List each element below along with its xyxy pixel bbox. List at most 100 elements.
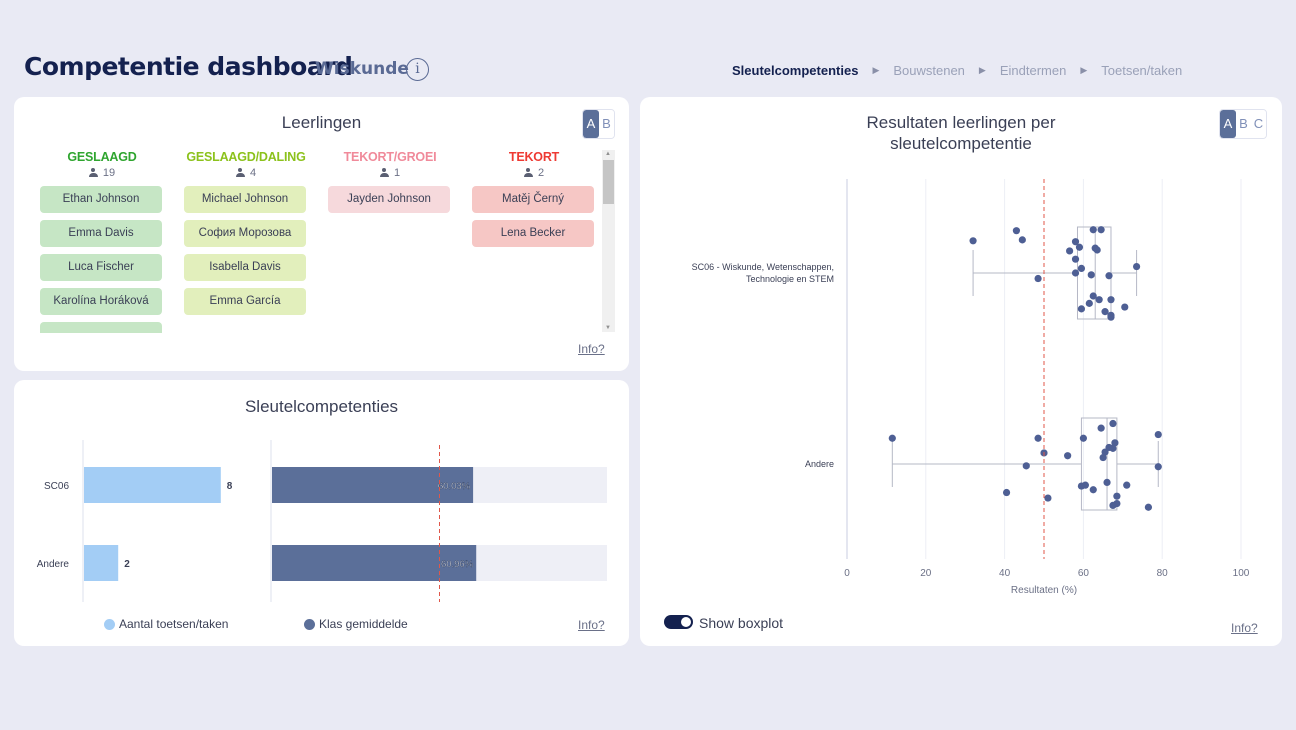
person-icon xyxy=(235,168,245,177)
student-pill[interactable]: Luca Fischer xyxy=(40,254,162,281)
status-column-heading: TEKORT xyxy=(508,150,560,164)
student-pill[interactable] xyxy=(40,322,162,333)
data-point xyxy=(1071,255,1080,263)
data-point xyxy=(1132,262,1141,271)
count-bar xyxy=(84,467,221,503)
data-point xyxy=(1077,305,1086,313)
data-point xyxy=(1034,274,1042,283)
view-option-b[interactable]: B xyxy=(599,110,614,138)
leerlingen-info-link[interactable]: Info? xyxy=(578,342,605,356)
data-point xyxy=(1105,272,1113,280)
student-pill[interactable]: Emma García xyxy=(184,288,306,315)
chevron-right-icon: ▶ xyxy=(1080,65,1088,75)
student-pill[interactable]: Matěj Černý xyxy=(472,186,594,213)
data-point xyxy=(1079,434,1087,442)
student-pill[interactable]: Lena Becker xyxy=(472,220,594,247)
group-label: SC06 - Wiskunde, Wetenschappen, xyxy=(692,262,834,272)
status-column: GESLAAGD 19 Ethan Johnson Emma Davis Luca Fi… xyxy=(40,150,164,333)
resultaten-title-line2: sleutelcompetentie xyxy=(890,134,1032,153)
legend-avg: Klas gemiddelde xyxy=(304,617,408,631)
data-point xyxy=(1087,271,1095,279)
resultaten-chart: 0 20 40 60 80 100 Resultaten (%) SC06 - Wiskund… xyxy=(692,179,1250,596)
crumb-sleutelcompetenties[interactable]: Sleutelcompetenties xyxy=(732,63,859,78)
count-bar-label: 2 xyxy=(124,559,130,570)
resultaten-info-link[interactable]: Info? xyxy=(1231,621,1258,635)
legend-avg-swatch xyxy=(304,618,315,630)
student-pill[interactable]: Ethan Johnson xyxy=(40,186,162,213)
breadcrumb: Sleutelcompetenties ▶ Bouwstenen ▶ Eindt… xyxy=(732,63,1182,78)
page-title: Competentie dashboard xyxy=(24,52,353,81)
data-point xyxy=(1099,453,1107,462)
chevron-right-icon: ▶ xyxy=(872,65,880,75)
data-point xyxy=(1064,452,1072,460)
data-point xyxy=(1093,246,1101,254)
resultaten-card: Resultaten leerlingen per sleutelcompete… xyxy=(640,97,1282,646)
person-icon xyxy=(379,168,389,177)
group-label: Andere xyxy=(805,459,834,469)
data-point xyxy=(1103,478,1111,486)
crumb-bouwstenen[interactable]: Bouwstenen xyxy=(893,63,965,78)
data-point xyxy=(1089,226,1097,234)
student-pill[interactable]: София Морозова xyxy=(184,220,306,247)
scroll-down-icon[interactable]: ▼ xyxy=(605,325,611,331)
data-point xyxy=(1075,243,1084,251)
scroll-up-icon[interactable]: ▲ xyxy=(605,151,611,157)
data-point xyxy=(1089,486,1097,494)
student-pill[interactable]: Jayden Johnson xyxy=(328,186,450,213)
data-point xyxy=(969,237,977,245)
data-point xyxy=(1121,303,1129,311)
data-point xyxy=(1095,296,1103,304)
data-point xyxy=(1123,481,1131,489)
chevron-right-icon: ▶ xyxy=(978,65,986,75)
leerlingen-view-toggle: A B xyxy=(582,109,615,139)
data-point xyxy=(1066,247,1074,255)
crumb-toetsen-taken[interactable]: Toetsen/taken xyxy=(1101,63,1183,78)
data-point xyxy=(1154,463,1162,471)
box xyxy=(1080,417,1118,511)
resultaten-view-toggle: A B C xyxy=(1219,109,1267,139)
data-point xyxy=(1097,226,1105,234)
legend-avg-label: Klas gemiddelde xyxy=(319,617,408,631)
data-point xyxy=(1002,488,1011,497)
data-point xyxy=(1113,492,1121,500)
person-icon xyxy=(88,168,98,177)
student-pill[interactable]: Michael Johnson xyxy=(184,186,306,213)
legend-count-swatch xyxy=(104,618,115,630)
sleutelcompetenties-title: Sleutelcompetenties xyxy=(244,397,399,416)
status-column: TEKORT 2 Matěj Černý Lena Becker xyxy=(472,150,596,247)
view-option-a[interactable]: A xyxy=(1220,110,1236,138)
student-pill[interactable]: Emma Davis xyxy=(40,220,162,247)
sleutelcompetenties-info-link[interactable]: Info? xyxy=(578,618,605,632)
data-point xyxy=(1107,296,1115,304)
group-label: Technologie en STEM xyxy=(746,274,834,284)
x-tick-label: 0 xyxy=(844,568,850,579)
x-tick-label: 60 xyxy=(1078,568,1090,579)
student-pill[interactable]: Isabella Davis xyxy=(184,254,306,281)
data-point xyxy=(1109,444,1117,452)
student-list-scrollbar[interactable]: ▲ ▼ xyxy=(602,150,615,332)
crumb-eindtermen[interactable]: Eindtermen xyxy=(999,63,1067,78)
student-columns: GESLAAGD 19 Ethan Johnson Emma Davis Luca Fi… xyxy=(40,150,600,333)
subject-label: Wiskunde xyxy=(315,59,409,79)
view-option-a[interactable]: A xyxy=(583,110,599,138)
data-point xyxy=(1071,238,1080,246)
data-point xyxy=(1071,269,1080,277)
category-label: SC06 xyxy=(44,481,69,492)
x-tick-label: 40 xyxy=(999,568,1011,579)
resultaten-title-line1: Resultaten leerlingen per xyxy=(866,113,1056,132)
show-boxplot-label: Show boxplot xyxy=(699,615,784,631)
sleutelcompetenties-chart: SC06 8 60.03% Andere 2 60.96% xyxy=(37,440,607,602)
info-circle-icon[interactable]: i xyxy=(406,58,429,81)
x-axis-label: Resultaten (%) xyxy=(1011,585,1077,596)
scrollbar-thumb[interactable] xyxy=(603,160,614,204)
student-count: 19 xyxy=(40,167,164,179)
student-count: 4 xyxy=(184,167,308,179)
student-pill[interactable]: Karolína Horáková xyxy=(40,288,162,315)
data-point xyxy=(1018,236,1026,244)
view-option-c[interactable]: C xyxy=(1251,110,1266,138)
view-option-b[interactable]: B xyxy=(1236,110,1251,138)
x-tick-label: 20 xyxy=(920,568,932,579)
show-boxplot-toggle[interactable] xyxy=(664,615,693,629)
data-point xyxy=(1101,308,1109,316)
status-column-heading: GESLAAGD xyxy=(67,150,137,164)
